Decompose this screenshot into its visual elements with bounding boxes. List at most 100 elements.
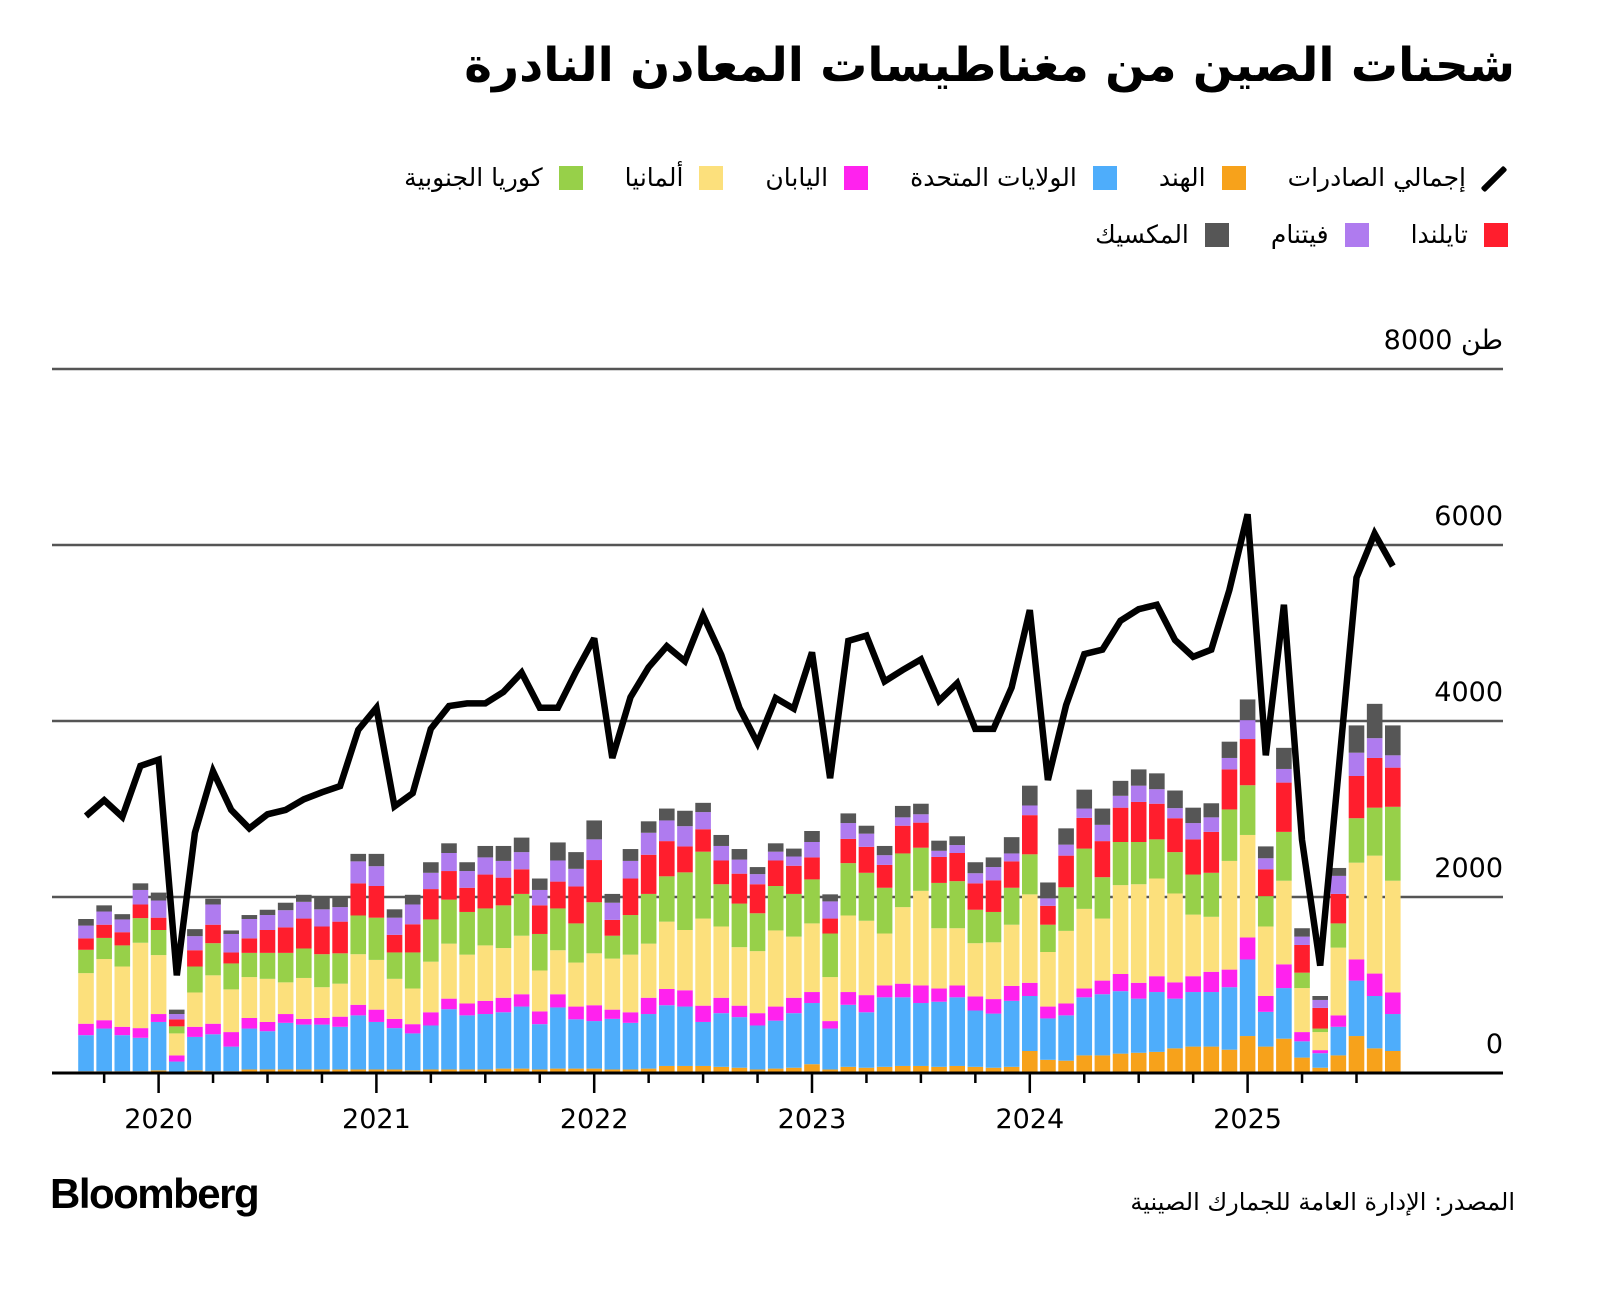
bar-segment-korea [894, 853, 911, 908]
bar-segment-india [1366, 1048, 1383, 1073]
bar-segment-us [1203, 992, 1220, 1047]
bar-segment-germany [259, 978, 276, 1022]
bar-segment-vietnam [550, 860, 566, 882]
bar-segment-us [350, 1015, 367, 1070]
bar-segment-germany [132, 942, 149, 1029]
bar-segment-thailand [1239, 739, 1256, 786]
bar-segment-korea [586, 902, 602, 954]
bar-segment-germany [1239, 834, 1256, 938]
bar-segment-us [404, 1033, 421, 1071]
bar-segment-mexico [1185, 807, 1201, 824]
bar-segment-us [531, 1024, 548, 1070]
bar-segment-japan [1348, 959, 1365, 981]
bar-segment-mexico [1348, 725, 1365, 753]
bar-segment-vietnam [1185, 823, 1201, 840]
bar-segment-vietnam [1276, 768, 1292, 783]
bar-segment-vietnam [223, 933, 239, 953]
bar-segment-vietnam [1003, 853, 1020, 862]
bar-segment-vietnam [604, 902, 621, 920]
bar-segment-vietnam [1058, 844, 1074, 856]
bar-segment-vietnam [78, 925, 94, 939]
bar-segment-japan [495, 997, 512, 1013]
bar-segment-vietnam [404, 904, 421, 925]
bar-segment-germany [985, 942, 1002, 1000]
bar-segment-thailand [749, 884, 766, 914]
bar-segment-japan [749, 1013, 766, 1026]
bar-segment-india [296, 1069, 312, 1073]
bar-segment-mexico [677, 810, 693, 827]
bar-segment-korea [1330, 923, 1347, 948]
bar-segment-korea [731, 903, 748, 948]
bar-segment-korea [1276, 831, 1292, 881]
bar-segment-korea [368, 917, 385, 960]
bar-segment-vietnam [477, 857, 494, 875]
bar-segment-india [1149, 1051, 1165, 1073]
bar-segment-us [332, 1026, 348, 1070]
bar-segment-us [1167, 998, 1183, 1049]
bar-segment-us [749, 1025, 766, 1070]
bar-segment-thailand [550, 881, 566, 909]
bar-segment-thailand [96, 924, 112, 938]
bar-segment-india [332, 1069, 348, 1073]
bar-segment-us [277, 1022, 294, 1070]
bar-segment-mexico [931, 840, 947, 851]
bar-segment-korea [223, 963, 239, 990]
bar-segment-japan [168, 1055, 185, 1062]
bar-segment-japan [713, 997, 730, 1014]
bar-segment-vietnam [1022, 805, 1038, 816]
bar-segment-us [1094, 994, 1111, 1056]
bar-segment-korea [1058, 887, 1074, 931]
bar-segment-mexico [822, 894, 838, 902]
bar-segment-mexico [78, 919, 94, 926]
bar-segment-thailand [1058, 855, 1074, 888]
bar-segment-mexico [1094, 808, 1111, 825]
bar-segment-korea [459, 911, 475, 955]
bar-segment-korea [985, 911, 1002, 943]
bar-segment-germany [1330, 947, 1347, 1016]
bar-segment-india [423, 1069, 439, 1073]
bar-segment-us [296, 1024, 312, 1070]
bar-segment-us [1058, 1015, 1074, 1061]
bar-segment-korea [786, 893, 802, 937]
bar-segment-germany [876, 933, 893, 986]
bar-segment-thailand [241, 938, 258, 953]
bar-segment-vietnam [876, 855, 893, 865]
bar-segment-korea [205, 943, 221, 976]
bar-segment-india [858, 1067, 875, 1073]
bar-segment-mexico [404, 894, 421, 905]
bar-segment-japan [568, 1006, 584, 1020]
bar-segment-vietnam [622, 860, 639, 879]
bar-segment-vietnam [1112, 795, 1129, 808]
bar-segment-mexico [913, 803, 929, 815]
bar-segment-us [858, 1012, 875, 1068]
bar-segment-us [731, 1017, 748, 1068]
bar-segment-vietnam [168, 1014, 185, 1020]
bar-segment-thailand [1003, 861, 1020, 888]
bar-segment-germany [1257, 926, 1274, 996]
bar-segment-india [786, 1067, 802, 1073]
bar-segment-korea [1221, 809, 1238, 861]
bar-segment-germany [513, 935, 530, 995]
legend-item-germany: ألمانيا [625, 163, 724, 192]
bar-segment-mexico [985, 857, 1002, 868]
bar-segment-us [1330, 1026, 1347, 1056]
bar-segment-korea [1022, 854, 1038, 895]
bar-segment-india [894, 1065, 911, 1073]
bar-segment-mexico [604, 893, 621, 903]
bar-segment-thailand [1167, 818, 1183, 853]
bar-segment-thailand [804, 857, 820, 880]
bar-segment-us [695, 1021, 711, 1066]
legend-item-thailand: تايلندا [1411, 220, 1508, 249]
bar-segment-thailand [423, 889, 439, 920]
x-axis [52, 1071, 1503, 1093]
total-line-group [83, 513, 1396, 976]
bar-segment-india [804, 1064, 820, 1073]
bar-segment-germany [1076, 908, 1093, 989]
bar-segment-germany [659, 921, 675, 989]
bar-segment-vietnam [187, 936, 203, 951]
bar-segment-vietnam [713, 845, 730, 861]
bar-segment-germany [604, 958, 621, 1010]
bar-segment-korea [1076, 848, 1093, 909]
bar-segment-mexico [967, 862, 984, 874]
bar-segment-japan [695, 1005, 711, 1022]
